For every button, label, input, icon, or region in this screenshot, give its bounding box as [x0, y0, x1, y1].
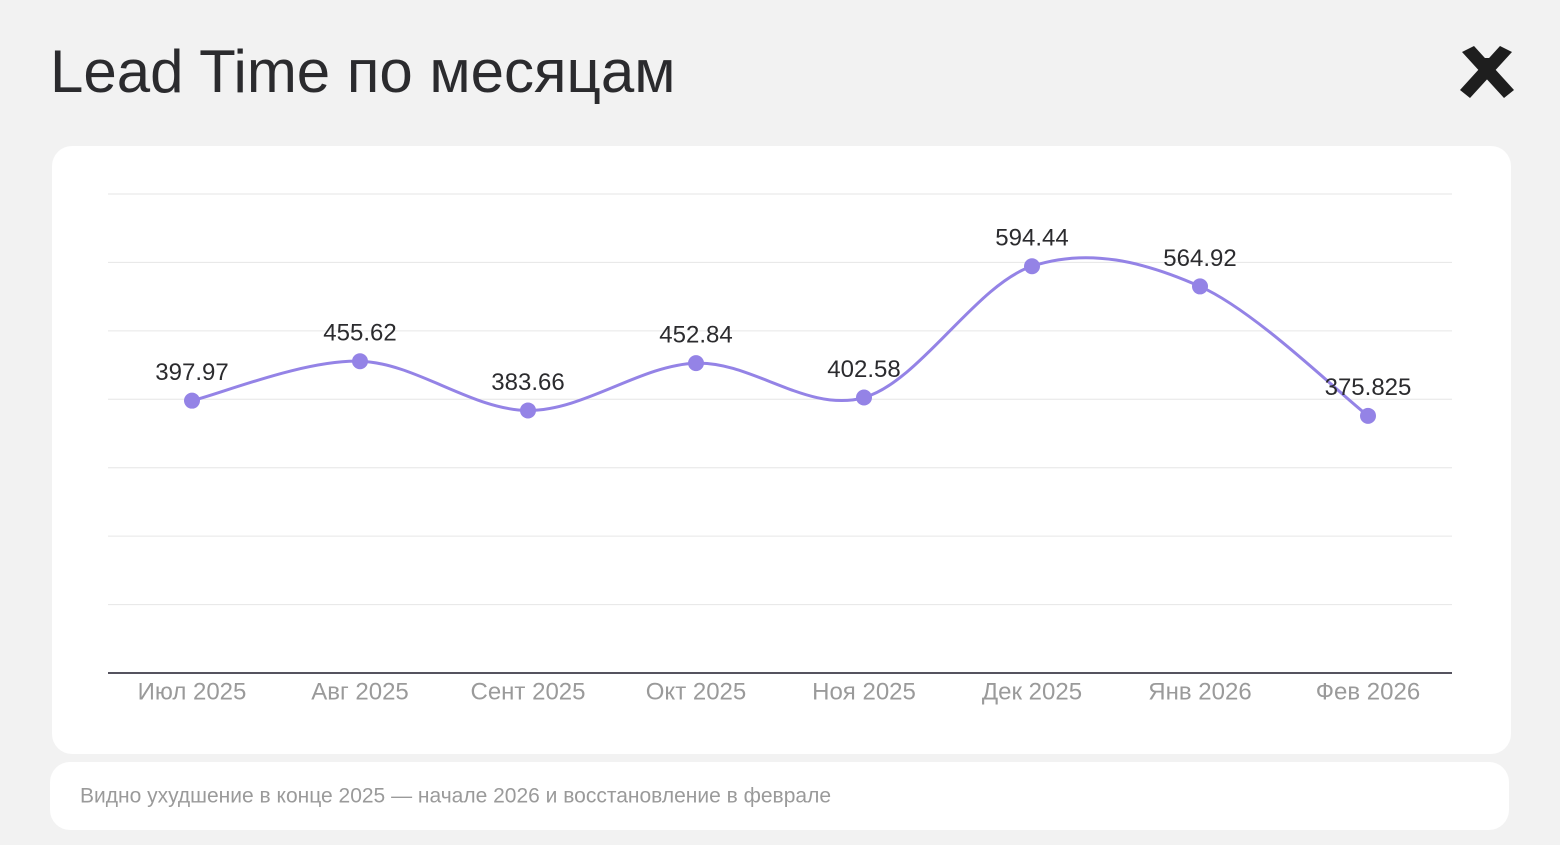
x-tick-label: Янв 2026: [1148, 678, 1251, 705]
chart-card: [52, 146, 1511, 754]
data-label: 402.58: [827, 356, 900, 383]
plot: Июл 2025 Авг 2025 Сент 2025 Окт 2025 Ноя 202…: [108, 193, 1452, 705]
point: [520, 402, 536, 419]
point: [352, 353, 368, 370]
point: [1192, 278, 1208, 295]
data-label: 455.62: [323, 320, 396, 347]
chart-title: Lead Time по месяцам: [50, 38, 675, 105]
point: [1024, 258, 1040, 275]
data-label: 397.97: [155, 359, 228, 386]
data-label: 452.84: [659, 321, 732, 348]
data-label: 594.44: [995, 225, 1068, 252]
x-tick-label: Июл 2025: [138, 678, 247, 705]
x-tick-label: Фев 2026: [1316, 678, 1420, 705]
x-tick-label: Сент 2025: [471, 678, 586, 705]
data-label: 375.825: [1325, 374, 1412, 401]
data-label: 383.66: [491, 369, 564, 396]
logo: [1460, 46, 1514, 98]
note: Видно ухудшение в конце 2025 — начале 20…: [80, 785, 831, 808]
x-tick-label: Авг 2025: [311, 678, 409, 705]
data-label: 564.92: [1163, 245, 1236, 272]
x-tick-label: Дек 2025: [982, 678, 1082, 705]
point: [184, 392, 200, 409]
point: [688, 355, 704, 372]
point: [1360, 407, 1376, 424]
x-tick-label: Окт 2025: [646, 678, 747, 705]
note-card: [50, 762, 1509, 830]
point: [856, 389, 872, 406]
x-tick-label: Ноя 2025: [812, 678, 916, 705]
line: [191, 256, 1369, 418]
